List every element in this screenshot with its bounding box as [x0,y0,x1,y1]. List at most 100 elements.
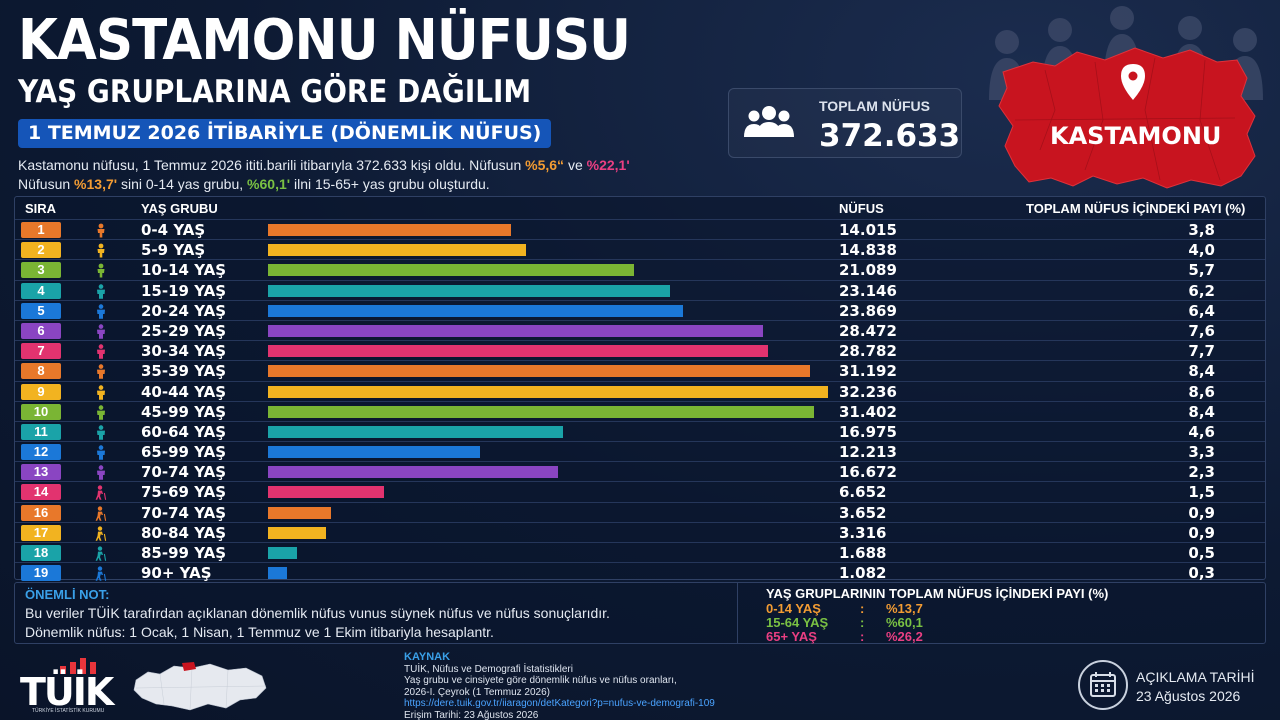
population-bar [268,304,683,317]
rank-badge: 13 [21,464,61,481]
age-group-label: 75-69 YAŞ [141,483,227,502]
source-block: KAYNAK TUİK, Nüfus ve Demografi İstatist… [404,651,715,720]
population-value: 31.192 [839,362,897,381]
population-bar [268,405,814,418]
population-value: 14.838 [839,241,897,260]
intro-highlight-orange: %13,7' [74,176,118,192]
population-bar [268,567,287,580]
table-row: 2 5-9 YAŞ 14.838 4,0 [15,239,1265,259]
person-icon [95,344,107,359]
age-group-label: 30-34 YAŞ [141,342,227,361]
population-bar [268,244,526,257]
person-icon [95,324,107,339]
location-pin-icon [1121,64,1145,100]
source-line: TUİK, Nüfus ve Demografi İstatistikleri [404,663,573,675]
header-share: TOPLAM NÜFUS İÇİNDEKİ PAYI (%) [1026,201,1246,216]
person-icon [95,425,107,440]
intro-text-part: Kastamonu nüfusu, 1 Temmuz 2026 ititi.ba… [18,157,526,173]
person-icon [95,384,107,400]
intro-highlight-pink: %22,1' [586,157,630,173]
population-value: 28.782 [839,342,897,361]
table-row: 10 45-99 YAŞ 31.402 8,4 [15,400,1265,421]
source-link[interactable]: https://dere.tuik.gov.tr/iiaragon/detKat… [404,698,715,709]
share-value: 0,9 [1188,523,1215,542]
age-group-label: 45-99 YAŞ [141,402,227,421]
population-value: 1.688 [839,544,887,562]
intro-highlight-green: %60,1' [247,176,291,192]
elderly-icon [95,546,107,561]
intro-text-part: ve [564,157,587,173]
header-age-group: YAŞ GRUBU [141,201,218,216]
rank-badge: 4 [21,282,61,299]
note-line-2: Dönemlik nüfus: 1 Ocak, 1 Nisan, 1 Temmu… [25,624,494,640]
share-value: 6,2 [1188,281,1215,300]
population-value: 1.082 [839,564,887,583]
release-date-block: AÇIKLAMA TARİHİ 23 Ağustos 2026 [1136,668,1255,706]
intro-text-part: Nüfusun [18,176,75,192]
source-access-date: Erişim Tarihi: 23 Ağustos 2026 [404,709,539,720]
population-bar [268,526,326,539]
summary-value: %60,1 [886,615,923,630]
rank-badge: 1 [21,222,61,238]
note-title: ÖNEMLİ NOT: [25,587,110,602]
rank-badge: 11 [21,423,61,440]
person-icon [95,404,107,420]
age-group-label: 70-74 YAŞ [141,463,227,482]
share-value: 0,5 [1188,544,1215,562]
table-row: 18 85-99 YAŞ 1.688 0,5 [15,542,1265,562]
source-title: KAYNAK [404,651,451,663]
share-value: 8,4 [1188,402,1215,421]
summary-value: %13,7 [886,601,923,616]
calendar-icon [1090,672,1116,697]
population-value: 31.402 [839,402,897,421]
share-value: 7,7 [1188,342,1215,361]
source-line: Yaş grubu ve cinsiyete göre dönemlik nüf… [404,675,677,686]
summary-label: 15-64 YAŞ [766,615,829,630]
age-group-label: 35-39 YAŞ [141,362,227,381]
population-value: 16.672 [839,463,897,482]
population-value: 32.236 [839,382,897,401]
summary-colon: : [860,615,865,630]
summary-value: %26,2 [886,629,923,644]
age-group-label: 80-84 YAŞ [141,523,227,542]
share-value: 8,6 [1188,382,1215,401]
population-bar [268,547,298,559]
page-subtitle: YAŞ GRUPLARINA GÖRE DAĞILIM [18,74,532,110]
rank-badge: 9 [21,383,61,400]
footer: TÜİK TÜRKİYE İSTATİSTİK KURUMU KAYNAK TU… [0,648,1280,720]
age-group-label: 15-19 YAŞ [141,281,227,300]
rank-badge: 8 [21,363,61,380]
child-icon [95,243,107,258]
population-bar [268,466,558,479]
population-value: 21.089 [839,261,897,280]
date-badge: 1 TEMMUZ 2026 İTİBARİYLE (DÖNEMLİK NÜFUS… [18,119,552,148]
elderly-icon [95,506,107,521]
release-date: 23 Ağustos 2026 [1136,688,1241,704]
population-bar [268,425,563,438]
person-icon [95,445,107,460]
population-bar [268,284,671,297]
table-row: 4 15-19 YAŞ 23.146 6,2 [15,279,1265,300]
header-rank: SIRA [25,201,57,216]
table-row: 5 20-24 YAŞ 23.869 6,4 [15,299,1265,320]
summary-colon: : [860,629,865,644]
summary-title: YAŞ GRUPLARININ TOPLAM NÜFUS İÇİNDEKİ PA… [766,586,1109,601]
population-value: 3.316 [839,523,887,542]
population-bar [268,385,828,398]
population-value: 14.015 [839,221,897,239]
population-value: 16.975 [839,422,897,441]
population-value: 28.472 [839,321,897,340]
population-value: 6.652 [839,483,887,502]
total-population-value: 372.633 [819,118,961,154]
age-group-label: 20-24 YAŞ [141,301,227,320]
elderly-icon [95,485,107,501]
child-icon [95,223,107,238]
share-value: 0,3 [1188,564,1215,583]
population-bar [268,446,481,459]
rank-badge: 10 [21,403,61,420]
release-label: AÇIKLAMA TARİHİ [1136,669,1255,685]
age-group-label: 40-44 YAŞ [141,382,227,401]
rank-badge: 7 [21,343,61,360]
intro-line-1: Kastamonu nüfusu, 1 Temmuz 2026 ititi.ba… [18,156,630,175]
